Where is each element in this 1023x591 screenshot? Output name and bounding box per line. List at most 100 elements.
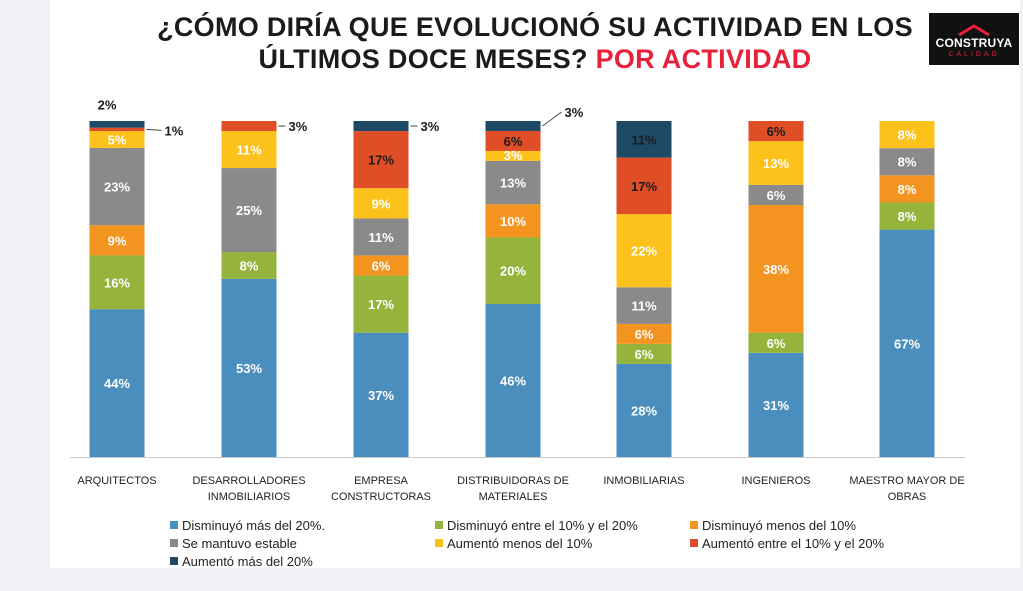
bar-segment-1-5 — [221, 121, 277, 132]
data-label: 3% — [504, 148, 523, 163]
bar-segment-0-0 — [89, 309, 145, 457]
legend-swatch — [170, 521, 178, 529]
legend-label: Aumentó menos del 10% — [447, 536, 593, 551]
data-label: 9% — [108, 233, 127, 248]
data-label: 44% — [104, 376, 130, 391]
bar-segment-1-0 — [221, 278, 277, 457]
bar-segment-3-0 — [485, 303, 541, 457]
bar-segment-4-6 — [616, 121, 672, 158]
leader-line — [542, 111, 562, 127]
bar-segment-5-3 — [748, 184, 804, 205]
data-label: 20% — [500, 264, 526, 279]
category-label: EMPRESA — [354, 475, 408, 487]
bar-segment-4-3 — [616, 287, 672, 324]
data-label: 11% — [631, 299, 657, 314]
bar-segment-4-4 — [616, 214, 672, 288]
bar-segment-6-1 — [879, 202, 935, 230]
bar-segment-3-5 — [485, 130, 541, 151]
category-label: INMOBILIARIOS — [208, 491, 291, 503]
construya-logo: CONSTRUYA CALIDAD — [929, 13, 1019, 65]
bar-segment-5-2 — [748, 205, 804, 333]
data-label: 25% — [236, 203, 262, 218]
data-label: 38% — [763, 262, 789, 277]
bar-segment-4-0 — [616, 363, 672, 457]
data-label: 23% — [104, 180, 130, 195]
category-label: INMOBILIARIAS — [603, 475, 684, 487]
legend-swatch — [435, 539, 443, 547]
data-label: 11% — [236, 143, 262, 158]
data-label: 1% — [165, 123, 184, 138]
bar-segment-2-5 — [353, 131, 409, 189]
bar-segment-4-5 — [616, 157, 672, 215]
bar-segment-1-4 — [221, 131, 277, 169]
bar-segment-0-1 — [89, 255, 145, 310]
category-label: DISTRIBUIDORAS DE — [457, 475, 569, 487]
chart-title-main: ÚLTIMOS DOCE MESES? — [258, 44, 588, 74]
data-label: 8% — [898, 182, 917, 197]
legend-label: Aumentó más del 20% — [182, 554, 313, 568]
bar-segment-3-6 — [485, 121, 541, 131]
data-label: 22% — [631, 244, 657, 259]
leader-line — [146, 128, 162, 131]
data-label: 17% — [368, 153, 394, 168]
data-label: 67% — [894, 336, 920, 351]
bar-segment-5-4 — [748, 141, 804, 185]
data-label: 8% — [898, 128, 917, 143]
legend-swatch — [690, 539, 698, 547]
bar-segment-0-4 — [89, 131, 145, 148]
data-label: 13% — [763, 156, 789, 171]
bar-segment-3-4 — [485, 150, 541, 161]
data-label: 28% — [631, 403, 657, 418]
legend-label: Se mantuvo estable — [182, 536, 297, 551]
bar-segment-6-3 — [879, 148, 935, 176]
data-label: 3% — [565, 105, 584, 120]
bar-segment-2-1 — [353, 275, 409, 333]
legend-label: Aumentó entre el 10% y el 20% — [702, 536, 885, 551]
bar-segment-1-3 — [221, 168, 277, 253]
data-label: 9% — [372, 196, 391, 211]
data-label: 53% — [236, 361, 262, 376]
data-label: 13% — [500, 176, 526, 191]
bar-segment-2-4 — [353, 188, 409, 219]
bar-segment-4-2 — [616, 323, 672, 344]
data-label: 8% — [898, 209, 917, 224]
data-label: 37% — [368, 388, 394, 403]
bar-segment-0-6 — [89, 121, 145, 128]
bar-segment-3-3 — [485, 160, 541, 205]
category-label: CONSTRUCTORAS — [331, 491, 431, 503]
chart-title-line-2: ÚLTIMOS DOCE MESES? POR ACTIVIDAD — [105, 44, 965, 75]
legend-label: Disminuyó menos del 10% — [702, 518, 856, 533]
bar-segment-6-0 — [879, 229, 935, 457]
data-label: 2% — [98, 97, 117, 112]
bar-segment-2-3 — [353, 218, 409, 256]
bar-segment-0-2 — [89, 225, 145, 256]
data-label: 11% — [631, 132, 657, 147]
chart-title-accent: POR ACTIVIDAD — [595, 44, 812, 74]
bar-segment-2-6 — [353, 121, 409, 132]
category-label: MAESTRO MAYOR DE — [849, 475, 964, 487]
bar-segment-5-0 — [748, 352, 804, 457]
data-label: 6% — [635, 347, 654, 362]
legend-label: Disminuyó entre el 10% y el 20% — [447, 518, 638, 533]
data-label: 17% — [631, 179, 657, 194]
legend-swatch — [170, 557, 178, 565]
data-label: 16% — [104, 275, 130, 290]
legend-swatch — [435, 521, 443, 529]
data-label: 17% — [368, 297, 394, 312]
category-label: DESARROLLADORES — [192, 475, 305, 487]
roof-icon — [958, 24, 990, 37]
bar-segment-2-2 — [353, 255, 409, 276]
data-label: 31% — [763, 398, 789, 413]
category-label: MATERIALES — [479, 491, 548, 503]
slide: ¿CÓMO DIRÍA QUE EVOLUCIONÓ SU ACTIVIDAD … — [50, 0, 1020, 568]
bar-segment-3-2 — [485, 204, 541, 238]
data-label: 5% — [108, 132, 127, 147]
data-label: 3% — [289, 119, 308, 134]
data-label: 6% — [767, 336, 786, 351]
data-label: 6% — [372, 258, 391, 273]
legend-swatch — [170, 539, 178, 547]
data-label: 6% — [504, 134, 523, 149]
legend-swatch — [690, 521, 698, 529]
legend-label: Disminuyó más del 20%. — [182, 518, 325, 533]
bar-segment-2-0 — [353, 332, 409, 457]
